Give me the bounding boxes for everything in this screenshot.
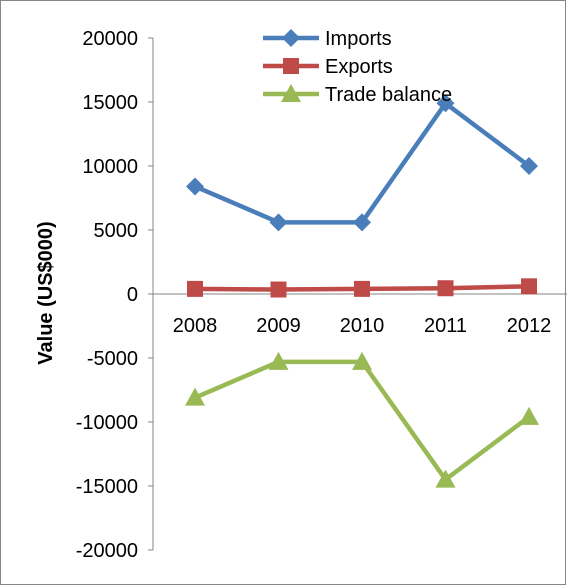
legend-label: Exports [325, 56, 393, 78]
data-point [185, 387, 205, 406]
legend-item: Exports [263, 56, 393, 78]
data-point [436, 94, 455, 113]
series-line [194, 101, 531, 225]
legend: Imports Exports Trade balance [263, 28, 452, 106]
data-point [521, 278, 537, 295]
data-point [268, 351, 289, 370]
x-tick-label: 2008 [173, 315, 218, 337]
y-tick-label: 15000 [82, 92, 138, 114]
data-point [187, 280, 203, 297]
y-tick-label: -20000 [76, 540, 138, 562]
legend-item: Trade balance [263, 84, 452, 106]
data-point [186, 177, 204, 196]
data-point [437, 280, 454, 297]
data-point [354, 280, 370, 297]
x-tick-label: 2011 [424, 315, 467, 337]
y-tick-label: -10000 [76, 412, 138, 434]
legend-item: Imports [263, 28, 392, 50]
y-tick-label: 0 [127, 284, 138, 306]
series-trade-balance [185, 351, 539, 488]
y-axis-title: Value (US$000) [35, 221, 57, 364]
data-point [519, 406, 539, 425]
legend-marker [281, 84, 301, 102]
x-tick-label: 2012 [507, 315, 552, 337]
data-point [269, 213, 288, 232]
series-line [194, 359, 531, 482]
data-point [520, 157, 538, 175]
data-point [352, 351, 372, 370]
data-point [435, 469, 456, 488]
x-tick-label: 2009 [256, 315, 301, 337]
legend-marker [283, 58, 299, 74]
legend-label: Imports [325, 28, 392, 50]
series-group [185, 94, 539, 488]
legend-marker [282, 29, 300, 47]
y-tick-label: -15000 [76, 476, 138, 498]
legend-label: Trade balance [325, 84, 452, 106]
data-point [270, 281, 287, 298]
series-imports [186, 94, 538, 232]
x-tick-labels: 2008 2009 2010 2011 2012 [173, 315, 552, 337]
series-exports [187, 278, 537, 298]
x-tick-label: 2010 [340, 315, 385, 337]
y-tick-label: 10000 [82, 156, 138, 178]
y-tick-label: -5000 [87, 348, 138, 370]
y-tick-label: 20000 [82, 28, 138, 50]
y-tick-label: 5000 [94, 220, 139, 242]
y-tick-labels: 20000 15000 10000 5000 0 -5000 -10000 -15000 -20… [76, 28, 138, 562]
data-point [353, 213, 371, 232]
